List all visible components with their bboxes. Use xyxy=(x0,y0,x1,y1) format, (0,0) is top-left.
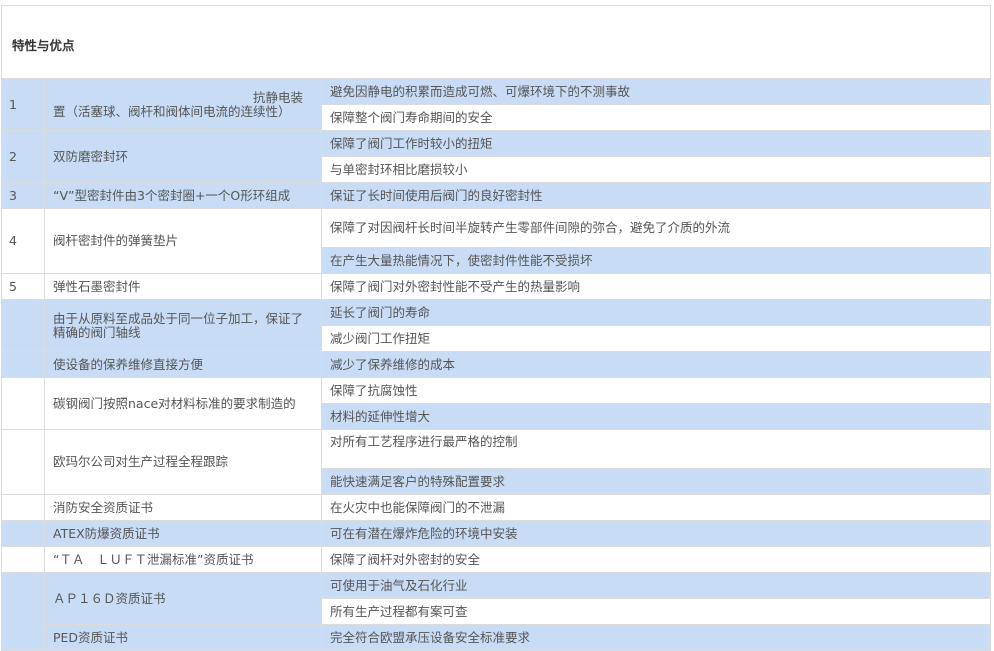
table-row: 4 阀杆密封件的弹簧垫片 保障了对因阀杆长时间半旋转产生零部件间隙的弥合，避免了介质… xyxy=(1,208,991,274)
row-index: 3 xyxy=(1,182,45,209)
feature-cell: 消防安全资质证书 xyxy=(44,494,322,521)
benefit-cell: 对所有工艺程序进行最严格的控制 xyxy=(321,429,991,469)
feature-cell: 使设备的保养维修直接方便 xyxy=(44,351,322,378)
benefit-cell: 避免因静电的积累而造成可燃、可爆环境下的不测事故 xyxy=(321,78,991,105)
table-row: 2 双防磨密封环 保障了阀门工作时较小的扭矩 xyxy=(1,130,991,183)
benefit-cell: 所有生产过程都有案可查 xyxy=(321,598,991,625)
row-index xyxy=(1,377,45,430)
feature-cell: ＡＰ１６Ｄ资质证书 xyxy=(44,572,322,625)
row-index: 2 xyxy=(1,130,45,183)
table-row: 材料的延伸性增大 xyxy=(2,403,991,430)
table-row: ＡＰ１６Ｄ资质证书 可使用于油气及石化行业 xyxy=(1,572,991,651)
table-row: 消防安全资质证书 在火灾中也能保障阀门的不泄漏 xyxy=(1,494,991,521)
table-row: ATEX防爆资质证书 可在有潜在爆炸危险的环境中安装 xyxy=(1,520,991,547)
benefit-cell: 材料的延伸性增大 xyxy=(321,403,991,430)
table-row: 碳钢阀门按照nace对材料标准的要求制造的 保障了抗腐蚀性 xyxy=(1,377,991,430)
table-row: 所有生产过程都有案可查 xyxy=(2,598,991,625)
row-index: 1 xyxy=(1,78,45,131)
benefit-cell: 可在有潜在爆炸危险的环境中安装 xyxy=(321,520,991,547)
row-index xyxy=(1,546,45,573)
table-row: “ＴＡ ＬＵＦＴ泄漏标准”资质证书 保障了阀杆对外密封的安全 xyxy=(1,546,991,573)
feature-cell: 碳钢阀门按照nace对材料标准的要求制造的 xyxy=(44,377,322,430)
row-index xyxy=(1,520,45,547)
benefit-cell: 保障了阀杆对外密封的安全 xyxy=(321,546,991,573)
feature-cell: 由于从原料至成品处于同一位子加工，保证了精确的阀门轴线 xyxy=(44,299,322,352)
benefit-cell: 保障了抗腐蚀性 xyxy=(321,377,991,404)
benefit-cell: 与单密封环相比磨损较小 xyxy=(321,156,991,183)
row-index: 5 xyxy=(1,273,45,300)
benefit-cell: 保证了长时间使用后阀门的良好密封性 xyxy=(321,182,991,209)
benefit-cell: 减少了保养维修的成本 xyxy=(321,351,991,378)
benefit-cell: 减少阀门工作扭矩 xyxy=(321,325,991,352)
row-index: 4 xyxy=(1,208,45,274)
table-row: 由于从原料至成品处于同一位子加工，保证了精确的阀门轴线 延长了阀门的寿命 xyxy=(1,299,991,352)
row-index xyxy=(1,299,45,352)
feature-cell: “ＴＡ ＬＵＦＴ泄漏标准”资质证书 xyxy=(44,546,322,573)
features-table: 特性与优点 1 抗静电装置（活塞球、阀杆和阀体间电流的连续性） 避免因静电的积累而造… xyxy=(1,5,991,651)
row-index xyxy=(1,494,45,521)
benefit-cell: 延长了阀门的寿命 xyxy=(321,299,991,326)
feature-cell: ATEX防爆资质证书 xyxy=(44,520,322,547)
feature-cell: 抗静电装置（活塞球、阀杆和阀体间电流的连续性） xyxy=(44,78,322,131)
table-row: 欧玛尔公司对生产过程全程跟踪 对所有工艺程序进行最严格的控制 xyxy=(1,429,991,495)
benefit-cell: 保障了阀门工作时较小的扭矩 xyxy=(321,130,991,157)
row-index xyxy=(1,351,45,378)
table-row: 5 弹性石墨密封件 保障了阀门对外密封性能不受产生的热量影响 xyxy=(1,273,991,300)
feature-cell: 欧玛尔公司对生产过程全程跟踪 xyxy=(44,429,322,495)
table-row: 能快速满足客户的特殊配置要求 xyxy=(2,468,991,495)
benefit-cell: 保障了对因阀杆长时间半旋转产生零部件间隙的弥合，避免了介质的外流 xyxy=(321,208,991,248)
table-row: 1 抗静电装置（活塞球、阀杆和阀体间电流的连续性） 避免因静电的积累而造成可燃、可爆… xyxy=(1,78,991,131)
table-row: 保障整个阀门寿命期间的安全 xyxy=(2,104,991,131)
table-row: 3 “V”型密封件由3个密封圈+一个O形环组成 保证了长时间使用后阀门的良好密封性 xyxy=(1,182,991,209)
benefit-cell: 在产生大量热能情况下，使密封件性能不受损坏 xyxy=(321,247,991,274)
feature-cell: “V”型密封件由3个密封圈+一个O形环组成 xyxy=(44,182,322,209)
benefit-cell: 保障了阀门对外密封性能不受产生的热量影响 xyxy=(321,273,991,300)
benefit-cell: 可使用于油气及石化行业 xyxy=(321,572,991,599)
benefit-cell: 能快速满足客户的特殊配置要求 xyxy=(321,468,991,495)
feature-cell: 阀杆密封件的弹簧垫片 xyxy=(44,208,322,274)
benefit-cell: 在火灾中也能保障阀门的不泄漏 xyxy=(321,494,991,521)
table-row: 减少阀门工作扭矩 xyxy=(2,325,991,352)
feature-cell: 弹性石墨密封件 xyxy=(44,273,322,300)
feature-cell: 双防磨密封环 xyxy=(44,130,322,183)
table-title: 特性与优点 xyxy=(1,5,991,79)
benefit-cell: 保障整个阀门寿命期间的安全 xyxy=(321,104,991,131)
row-index xyxy=(1,572,45,651)
row-index xyxy=(1,429,45,495)
table-row: 使设备的保养维修直接方便 减少了保养维修的成本 xyxy=(1,351,991,378)
